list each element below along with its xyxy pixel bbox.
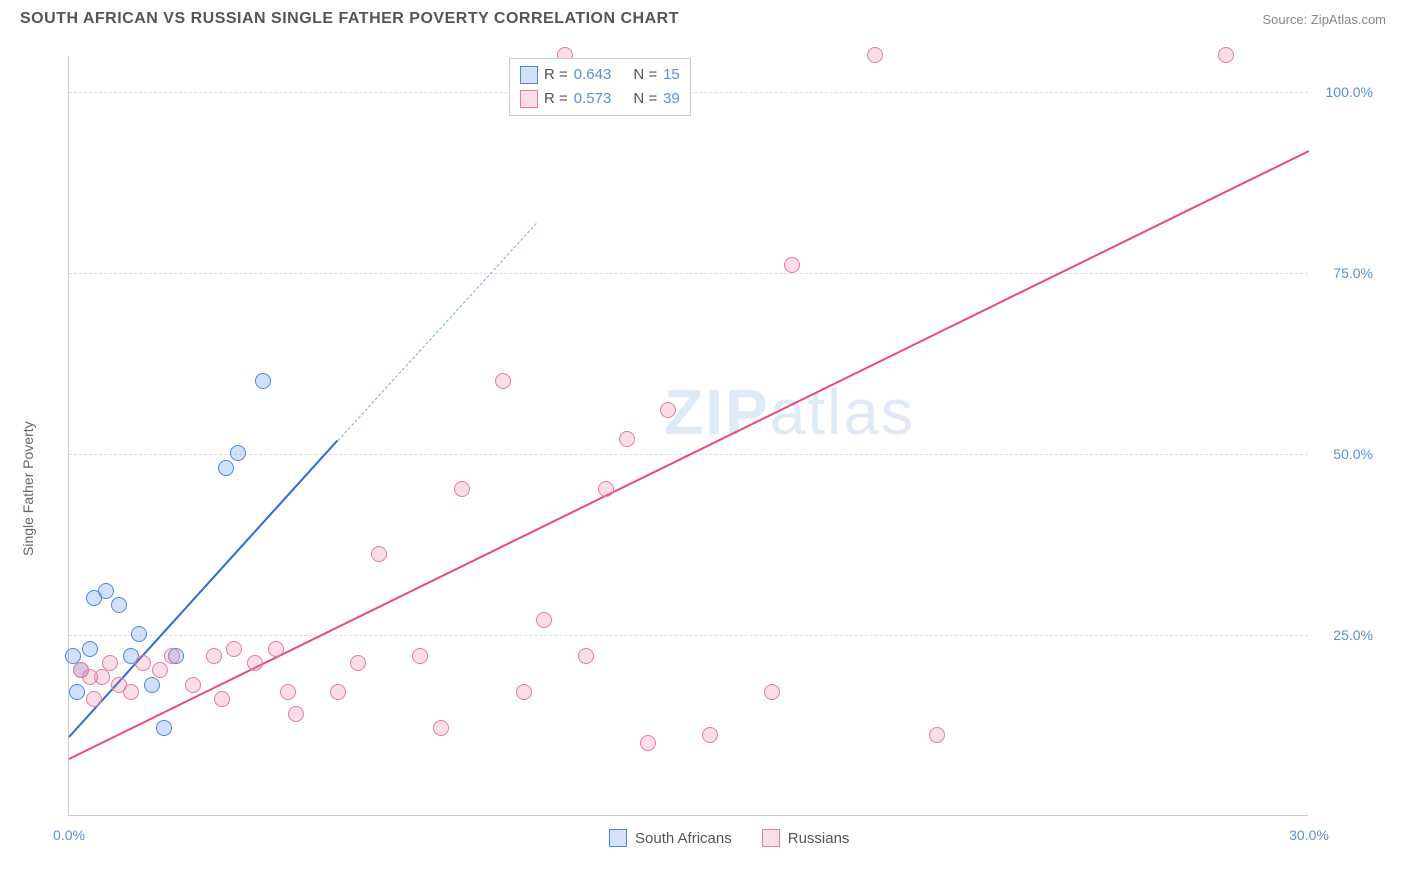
legend-swatch bbox=[609, 829, 627, 847]
x-tick-label: 0.0% bbox=[53, 827, 85, 843]
r-value: 0.643 bbox=[574, 63, 612, 87]
legend-row: R =0.573 N =39 bbox=[520, 87, 680, 111]
data-point bbox=[98, 583, 114, 599]
data-point bbox=[598, 481, 614, 497]
data-point bbox=[784, 257, 800, 273]
y-tick-label: 100.0% bbox=[1326, 84, 1373, 100]
data-point bbox=[156, 720, 172, 736]
data-point bbox=[131, 626, 147, 642]
data-point bbox=[164, 648, 180, 664]
data-point bbox=[206, 648, 222, 664]
y-tick-label: 50.0% bbox=[1333, 446, 1373, 462]
data-point bbox=[86, 691, 102, 707]
data-point bbox=[1218, 47, 1234, 63]
legend-item: South Africans bbox=[609, 829, 732, 847]
data-point bbox=[433, 720, 449, 736]
data-point bbox=[69, 684, 85, 700]
x-tick-label: 30.0% bbox=[1289, 827, 1329, 843]
watermark: ZIPatlas bbox=[664, 375, 915, 449]
y-tick-label: 75.0% bbox=[1333, 265, 1373, 281]
data-point bbox=[102, 655, 118, 671]
data-point bbox=[247, 655, 263, 671]
gridline bbox=[69, 273, 1308, 274]
data-point bbox=[218, 460, 234, 476]
data-point bbox=[185, 677, 201, 693]
data-point bbox=[280, 684, 296, 700]
r-value: 0.573 bbox=[574, 87, 612, 111]
data-point bbox=[495, 373, 511, 389]
correlation-legend: R =0.643 N =15 R =0.573 N =39 bbox=[509, 58, 691, 116]
r-label: R = bbox=[544, 87, 568, 111]
series-legend: South Africans Russians bbox=[609, 829, 849, 847]
data-point bbox=[702, 727, 718, 743]
y-axis-label: Single Father Poverty bbox=[20, 421, 36, 556]
data-point bbox=[660, 402, 676, 418]
legend-item: Russians bbox=[762, 829, 850, 847]
data-point bbox=[516, 684, 532, 700]
plot-area: 25.0%50.0%75.0%100.0%0.0%30.0%ZIPatlasR … bbox=[68, 56, 1308, 816]
data-point bbox=[230, 445, 246, 461]
data-point bbox=[135, 655, 151, 671]
data-point bbox=[144, 677, 160, 693]
data-point bbox=[764, 684, 780, 700]
data-point bbox=[371, 546, 387, 562]
legend-swatch bbox=[762, 829, 780, 847]
series-label: South Africans bbox=[635, 830, 732, 847]
n-value: 39 bbox=[663, 87, 680, 111]
data-point bbox=[288, 706, 304, 722]
n-value: 15 bbox=[663, 63, 680, 87]
trend-line-extrapolated bbox=[337, 223, 536, 441]
data-point bbox=[640, 735, 656, 751]
data-point bbox=[330, 684, 346, 700]
chart-header: SOUTH AFRICAN VS RUSSIAN SINGLE FATHER P… bbox=[0, 0, 1406, 28]
y-tick-label: 25.0% bbox=[1333, 627, 1373, 643]
data-point bbox=[255, 373, 271, 389]
data-point bbox=[123, 684, 139, 700]
data-point bbox=[412, 648, 428, 664]
chart-title: SOUTH AFRICAN VS RUSSIAN SINGLE FATHER P… bbox=[20, 10, 679, 28]
n-label: N = bbox=[633, 63, 657, 87]
data-point bbox=[82, 641, 98, 657]
legend-row: R =0.643 N =15 bbox=[520, 63, 680, 87]
data-point bbox=[578, 648, 594, 664]
data-point bbox=[214, 691, 230, 707]
data-point bbox=[268, 641, 284, 657]
data-point bbox=[350, 655, 366, 671]
data-point bbox=[536, 612, 552, 628]
r-label: R = bbox=[544, 63, 568, 87]
legend-swatch bbox=[520, 90, 538, 108]
source-attribution: Source: ZipAtlas.com bbox=[1262, 12, 1386, 27]
data-point bbox=[226, 641, 242, 657]
n-label: N = bbox=[633, 87, 657, 111]
gridline bbox=[69, 635, 1308, 636]
data-point bbox=[929, 727, 945, 743]
legend-swatch bbox=[520, 66, 538, 84]
data-point bbox=[152, 662, 168, 678]
data-point bbox=[111, 597, 127, 613]
data-point bbox=[454, 481, 470, 497]
data-point bbox=[94, 669, 110, 685]
series-label: Russians bbox=[788, 830, 850, 847]
data-point bbox=[65, 648, 81, 664]
data-point bbox=[867, 47, 883, 63]
data-point bbox=[619, 431, 635, 447]
